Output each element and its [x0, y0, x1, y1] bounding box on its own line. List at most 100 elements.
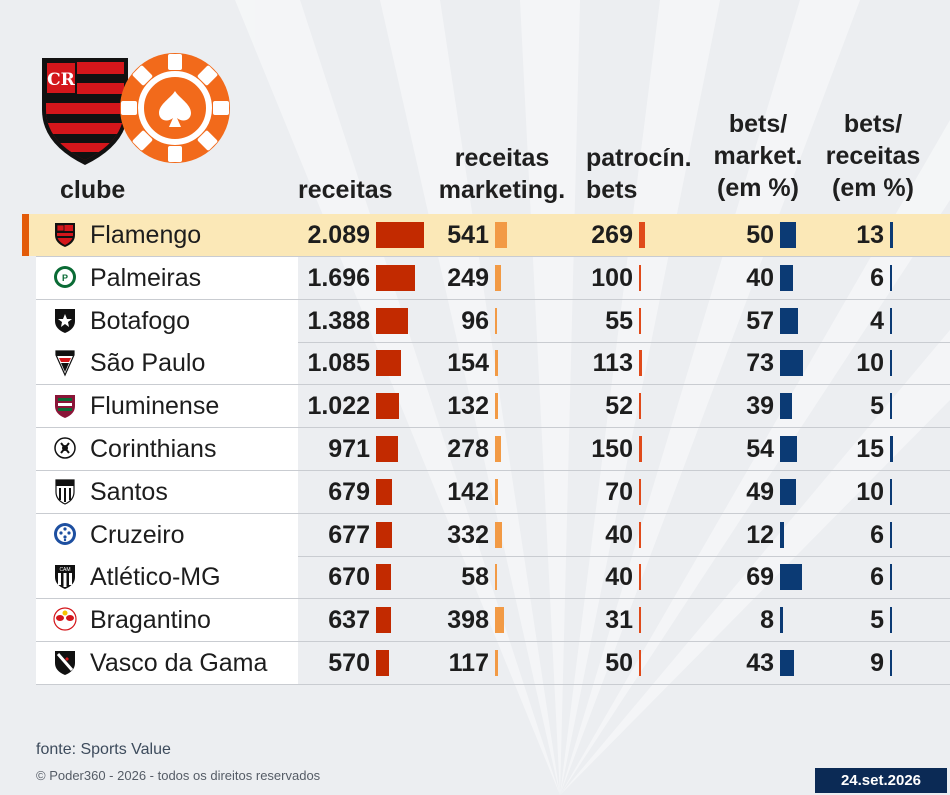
bets_market-value: 54: [746, 435, 774, 463]
bets_receitas-bar: [890, 307, 892, 334]
patrocinio-bar: [639, 564, 641, 591]
patrocinio-bar: [639, 307, 641, 334]
club-cell-background: [36, 428, 298, 470]
patrocinio-bar: [639, 222, 645, 248]
palmeiras-crest-icon-svg: P: [54, 265, 76, 288]
logos: CR: [42, 53, 230, 165]
header-bets-receitas: bets/receitas (em %): [825, 110, 921, 202]
header-patrocinio-bets: patrocín. bets: [586, 144, 692, 204]
club-name: Bragantino: [90, 606, 211, 635]
club-cell-background: [36, 256, 298, 299]
receitas-value: 670: [328, 563, 370, 592]
bets_receitas-bar: [890, 436, 894, 462]
receitas-bar: [376, 436, 399, 462]
bets_receitas-value: 6: [870, 563, 884, 592]
highlight-accent-bar: [22, 214, 29, 256]
marketing-value: 332: [447, 520, 489, 549]
marketing-value: 398: [447, 606, 489, 635]
patrocinio-value: 113: [592, 349, 633, 378]
receitas-value: 1.696: [307, 263, 370, 292]
row-divider: [36, 298, 950, 300]
receitas-bar: [376, 478, 392, 505]
source-note: fonte: Sports Value: [36, 741, 171, 758]
club-name: Atlético-MG: [90, 563, 221, 592]
receitas-bar: [376, 564, 392, 591]
botafogo-crest-icon-svg: [55, 308, 75, 333]
patrocinio-bar: [639, 264, 642, 291]
row-divider: [36, 470, 950, 471]
row-divider: [36, 256, 950, 257]
patrocinio-bar: [639, 350, 642, 377]
receitas-value: 2.089: [307, 221, 370, 249]
row-divider: [36, 598, 950, 600]
bets_market-value: 40: [746, 263, 774, 292]
svg-text:P: P: [62, 273, 68, 283]
patrocinio-value: 70: [605, 477, 633, 506]
table-row: São Paulo 1.085 154 113 73 10: [0, 342, 950, 386]
marketing-bar: [495, 607, 504, 634]
club-cell-background: [36, 470, 298, 513]
club-cell-background: [36, 385, 298, 428]
header-bets-market: bets/market. (em %): [713, 110, 803, 202]
bragantino-crest-icon-svg: [53, 607, 77, 631]
marketing-value: 96: [461, 306, 489, 335]
table-row: P Palmeiras 1.696 249 100 40 6: [0, 256, 950, 300]
bets_market-bar: [780, 521, 784, 548]
bets_receitas-bar: [890, 264, 892, 291]
bets_market-bar: [780, 650, 794, 676]
bets_market-value: 12: [746, 520, 774, 549]
patrocinio-bar: [639, 650, 641, 676]
row-divider: [36, 555, 950, 557]
patrocinio-value: 269: [591, 221, 633, 249]
header-receitas-marketing: receitas marketing.: [438, 144, 566, 204]
bets_market-value: 57: [746, 306, 774, 335]
fluminense-crest-icon: [52, 392, 78, 420]
patrocinio-value: 40: [605, 563, 633, 592]
sao-paulo-crest-icon-svg: [55, 350, 75, 377]
bets_market-value: 39: [746, 392, 774, 421]
marketing-value: 541: [447, 221, 489, 249]
patrocinio-bar: [639, 436, 643, 462]
bets_market-bar: [780, 436, 798, 462]
marketing-value: 117: [448, 649, 489, 677]
marketing-bar: [495, 564, 497, 591]
receitas-bar: [376, 307, 408, 334]
bets_market-value: 69: [746, 563, 774, 592]
bets_receitas-value: 5: [870, 392, 884, 421]
marketing-bar: [495, 222, 507, 248]
bets_receitas-value: 6: [870, 263, 884, 292]
publication-date: 24.set.2026: [815, 768, 947, 793]
marketing-value: 132: [447, 392, 489, 421]
bets_receitas-bar: [890, 521, 892, 548]
bets_receitas-value: 5: [870, 606, 884, 635]
corinthians-crest-icon-svg: [54, 437, 76, 459]
bets_market-value: 8: [760, 606, 774, 635]
receitas-value: 1.022: [307, 392, 370, 421]
club-cell-background: [36, 513, 298, 556]
receitas-bar: [376, 222, 424, 248]
flamengo-crest-icon: [52, 221, 78, 249]
receitas-bar: [376, 350, 401, 377]
bets_receitas-bar: [890, 607, 892, 634]
club-cell-background: [36, 299, 298, 342]
receitas-bar: [376, 521, 392, 548]
bets_receitas-bar: [890, 222, 893, 248]
patrocinio-value: 150: [591, 435, 633, 463]
bets_receitas-bar: [890, 564, 892, 591]
bets_market-value: 43: [746, 649, 774, 677]
fluminense-crest-icon-svg: [55, 395, 75, 419]
bets_market-value: 49: [746, 477, 774, 506]
marketing-bar: [495, 350, 499, 377]
row-divider: [36, 512, 950, 514]
patrocinio-bar: [639, 607, 641, 634]
bets_receitas-value: 15: [856, 435, 884, 463]
header-clube: clube: [60, 176, 126, 204]
row-divider: [36, 341, 950, 343]
flamengo-crest-icon: CR: [42, 58, 128, 165]
bets_market-bar: [780, 264, 793, 291]
bets_receitas-value: 10: [856, 349, 884, 378]
club-name: Botafogo: [90, 306, 191, 335]
marketing-value: 278: [447, 435, 489, 463]
club-name: Santos: [90, 477, 168, 506]
